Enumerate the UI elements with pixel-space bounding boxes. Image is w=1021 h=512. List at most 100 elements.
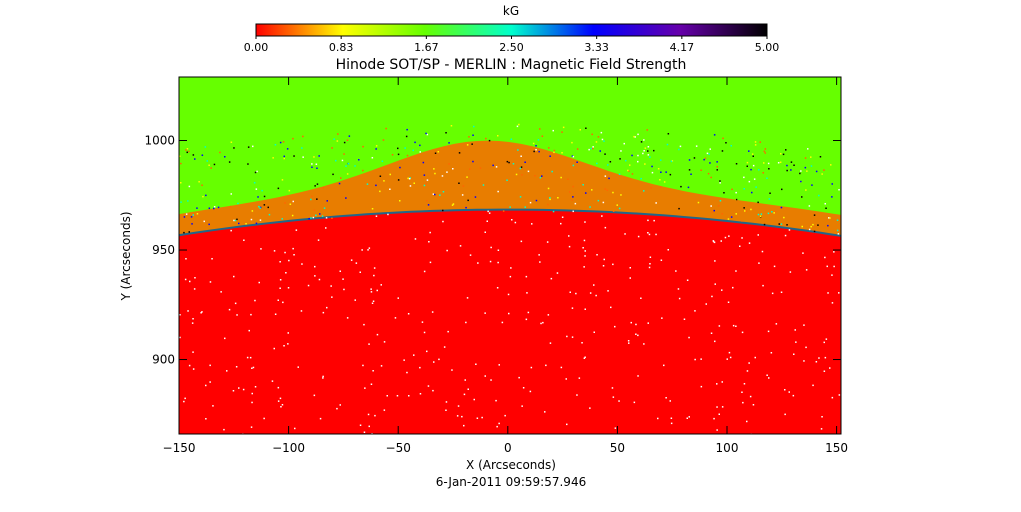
noise-speckle [815, 170, 818, 173]
noise-speckle [623, 142, 625, 145]
noise-speckle [637, 235, 640, 238]
noise-speckle [370, 291, 373, 293]
noise-speckle [576, 161, 578, 163]
noise-speckle [263, 204, 266, 206]
noise-speckle [203, 220, 205, 223]
noise-speckle [332, 173, 334, 176]
noise-speckle [593, 284, 595, 286]
noise-speckle [746, 370, 749, 372]
noise-speckle [445, 409, 447, 411]
noise-speckle [813, 214, 816, 216]
noise-speckle [768, 168, 770, 170]
noise-speckle [279, 261, 281, 263]
noise-speckle [236, 218, 238, 221]
noise-speckle [631, 154, 633, 157]
noise-speckle [403, 359, 405, 361]
noise-speckle [655, 233, 657, 236]
noise-speckle [829, 217, 831, 219]
heatmap-image [179, 77, 841, 434]
noise-speckle [831, 196, 833, 198]
noise-speckle [242, 388, 245, 391]
noise-speckle [184, 278, 187, 281]
noise-speckle [322, 311, 325, 314]
noise-speckle [755, 186, 757, 188]
noise-speckle [647, 322, 649, 324]
noise-speckle [190, 216, 193, 218]
noise-speckle [582, 184, 584, 186]
noise-speckle [569, 291, 571, 293]
noise-speckle [603, 140, 605, 142]
noise-speckle [635, 323, 637, 326]
noise-speckle [469, 254, 472, 256]
noise-speckle [597, 199, 600, 202]
noise-speckle [397, 179, 400, 181]
noise-speckle [752, 404, 755, 406]
noise-speckle [326, 306, 328, 309]
noise-speckle [647, 150, 649, 152]
noise-speckle [585, 192, 587, 194]
noise-speckle [281, 179, 284, 181]
noise-speckle [601, 138, 604, 141]
noise-speckle [362, 364, 364, 367]
noise-speckle [774, 211, 777, 213]
noise-speckle [316, 183, 319, 185]
noise-speckle [758, 169, 760, 171]
noise-speckle [373, 274, 375, 277]
noise-speckle [291, 214, 294, 217]
noise-speckle [602, 265, 605, 267]
noise-speckle [467, 388, 469, 390]
noise-speckle [194, 158, 196, 160]
noise-speckle [414, 141, 416, 144]
noise-speckle [472, 160, 474, 163]
noise-speckle [750, 168, 752, 171]
noise-speckle [277, 400, 280, 402]
noise-speckle [429, 231, 431, 234]
noise-speckle [201, 154, 204, 156]
noise-speckle [184, 397, 186, 400]
noise-speckle [362, 145, 364, 148]
noise-speckle [192, 351, 194, 353]
noise-speckle [552, 129, 554, 132]
noise-speckle [828, 217, 830, 219]
noise-speckle [588, 148, 590, 151]
noise-speckle [784, 413, 786, 416]
noise-speckle [718, 413, 720, 415]
noise-speckle [274, 313, 277, 315]
noise-speckle [659, 179, 661, 181]
noise-speckle [529, 201, 532, 204]
noise-speckle [380, 284, 382, 286]
colorbar-tick-labels: 0.00 0.83 1.67 2.50 3.33 4.17 5.00 [244, 36, 779, 54]
noise-speckle [230, 229, 232, 232]
noise-speckle [609, 161, 612, 163]
noise-speckle [188, 231, 190, 233]
noise-speckle [286, 148, 289, 150]
noise-speckle [805, 346, 807, 349]
noise-speckle [423, 270, 426, 273]
noise-speckle [250, 426, 253, 428]
noise-speckle [294, 427, 296, 430]
noise-speckle [663, 181, 666, 183]
noise-speckle [343, 141, 346, 144]
noise-speckle [423, 174, 426, 176]
noise-speckle [773, 265, 776, 268]
noise-speckle [744, 210, 746, 212]
noise-speckle [508, 161, 510, 164]
noise-speckle [831, 183, 833, 185]
noise-speckle [283, 345, 285, 347]
noise-speckle [660, 159, 662, 161]
noise-speckle [345, 165, 347, 167]
noise-speckle [517, 149, 519, 151]
noise-speckle [539, 176, 542, 179]
noise-speckle [568, 245, 571, 248]
noise-speckle [201, 184, 203, 186]
noise-speckle [293, 254, 295, 256]
noise-speckle [565, 378, 567, 380]
noise-speckle [553, 149, 556, 152]
noise-speckle [452, 168, 454, 170]
noise-speckle [746, 161, 749, 164]
noise-speckle [717, 205, 720, 207]
noise-speckle [716, 161, 718, 163]
noise-speckle [472, 134, 474, 136]
noise-speckle [600, 131, 603, 134]
